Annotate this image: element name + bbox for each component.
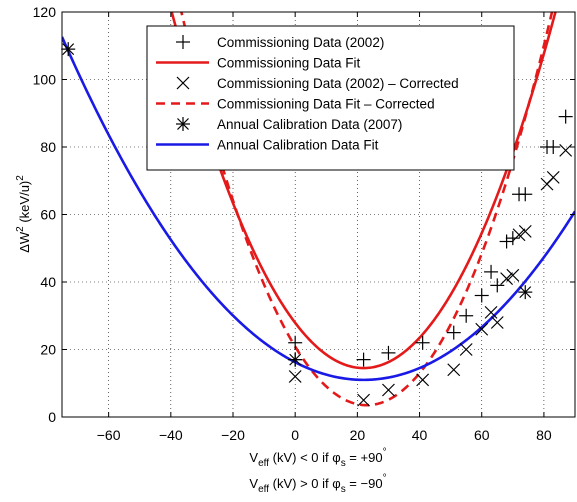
- legend-item: Annual Calibration Data (2007): [176, 117, 402, 132]
- y-axis-title-units-sup: 2: [15, 175, 26, 181]
- legend-box: [146, 25, 515, 171]
- x-tick-label: 40: [412, 427, 428, 443]
- x-axis-title-line-2: Veff (kV) > 0 if φs = −90°: [249, 473, 386, 495]
- data-point-series-0: [505, 231, 520, 246]
- legend-item: Commissioning Data (2002): [176, 35, 384, 50]
- data-point-series-0: [558, 109, 573, 124]
- x-tick-label: −40: [159, 427, 183, 443]
- legend-label: Annual Calibration Data (2007): [217, 117, 402, 132]
- legend-item: Commissioning Data Fit: [156, 56, 361, 71]
- y-axis-title-units: (keV/u): [17, 181, 32, 227]
- y-axis-title-sup: 2: [15, 226, 26, 232]
- legend-label: Commissioning Data Fit – Corrected: [217, 97, 435, 112]
- data-point-series-0: [356, 352, 371, 367]
- data-point-series-2: [382, 383, 395, 397]
- y-axis-title-base: ΔW: [17, 231, 32, 253]
- data-points: [61, 42, 573, 407]
- data-point-series-2: [559, 143, 573, 157]
- y-tick-label: 0: [48, 409, 56, 425]
- x-tick-label: 60: [474, 427, 490, 443]
- y-tick-label: 40: [40, 274, 56, 290]
- data-point-series-0: [446, 325, 461, 340]
- x-tick-label: 20: [350, 427, 366, 443]
- legend-marker: [176, 76, 190, 90]
- legend-label: Annual Calibration Data Fit: [217, 138, 379, 153]
- data-point-series-2: [459, 343, 473, 356]
- legend-item: Annual Calibration Data Fit: [156, 138, 379, 153]
- legend-marker: [176, 35, 190, 49]
- legend-label: Commissioning Data (2002): [217, 35, 384, 50]
- data-point-series-0: [474, 288, 489, 303]
- legend: Commissioning Data (2002) Commissioning D…: [146, 25, 515, 171]
- legend-item: Commissioning Data (2002) – Corrected: [176, 76, 459, 91]
- data-point-series-2: [447, 363, 461, 377]
- y-tick-label: 120: [33, 4, 57, 20]
- data-point-series-2: [506, 268, 520, 282]
- legend-item: Commissioning Data Fit – Corrected: [156, 97, 435, 112]
- fit-curve-1: [170, 12, 557, 370]
- data-point-series-0: [381, 345, 396, 360]
- x-tick-label: 80: [536, 427, 552, 443]
- legend-marker: [176, 117, 190, 131]
- x-tick-label: −60: [97, 427, 121, 443]
- data-point-series-2: [512, 228, 526, 242]
- data-point-series-2: [518, 224, 532, 238]
- fit-curve-3: [180, 12, 554, 407]
- y-axis-title: ΔW2 (keV/u)2: [15, 175, 32, 253]
- x-tick-label: 0: [291, 427, 299, 443]
- x-tick-label: −20: [221, 427, 245, 443]
- data-point-series-0: [518, 187, 533, 202]
- fit-curve-5: [62, 36, 575, 382]
- data-point-series-2: [546, 170, 560, 184]
- data-point-series-2: [416, 373, 430, 387]
- data-point-series-0: [490, 278, 505, 293]
- data-point-series-4: [61, 42, 76, 57]
- y-tick-label: 20: [40, 342, 56, 358]
- legend-label: Commissioning Data (2002) – Corrected: [217, 76, 459, 91]
- data-point-series-0: [415, 335, 430, 350]
- data-point-series-0: [546, 140, 561, 154]
- y-tick-label: 80: [40, 139, 56, 155]
- data-point-series-0: [288, 335, 303, 350]
- data-point-series-4: [518, 285, 533, 300]
- data-point-series-0: [484, 264, 499, 279]
- fit-curves: [62, 12, 575, 407]
- data-point-series-2: [500, 272, 514, 286]
- y-tick-label: 100: [33, 72, 57, 88]
- data-point-series-0: [499, 234, 514, 249]
- axis-ticks: −60 −40 −20 0 20 40 60 80 0 20 40 60 80 100 120: [33, 4, 575, 443]
- data-point-series-0: [459, 308, 474, 323]
- data-point-series-4: [288, 352, 303, 367]
- data-point-series-2: [288, 370, 302, 383]
- data-point-series-2: [475, 322, 489, 336]
- x-axis-title-line-1: Veff (kV) < 0 if φs = +90°: [249, 447, 386, 469]
- y-tick-label: 60: [40, 207, 56, 223]
- data-point-series-2: [484, 305, 498, 319]
- legend-label: Commissioning Data Fit: [217, 56, 361, 71]
- data-point-series-2: [490, 316, 504, 329]
- data-point-series-2: [357, 393, 371, 407]
